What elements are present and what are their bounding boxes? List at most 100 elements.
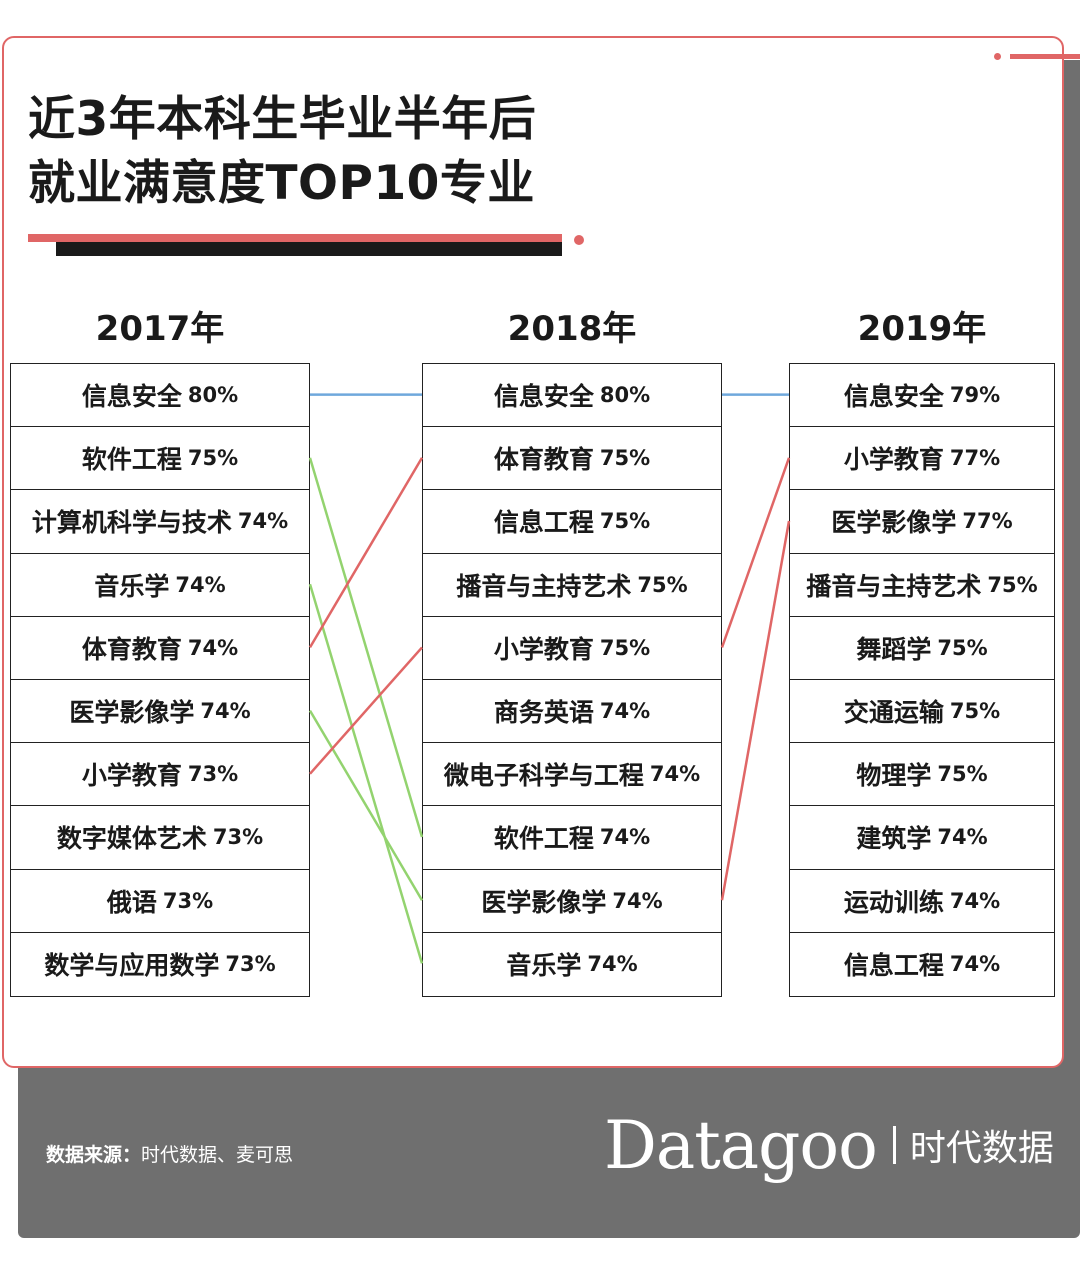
major-name: 软件工程	[81, 445, 182, 475]
major-name: 播音与主持艺术	[806, 571, 982, 601]
ranking-row: 建筑学 74%	[790, 806, 1054, 870]
major-name: 数字媒体艺术	[56, 824, 207, 854]
brand-separator	[892, 1126, 896, 1164]
satisfaction-pct: 80%	[599, 383, 651, 408]
page-title: 近3年本科生毕业半年后 就业满意度TOP10专业	[28, 88, 536, 216]
satisfaction-pct: 77%	[949, 446, 1001, 471]
satisfaction-pct: 75%	[949, 699, 1001, 724]
major-name: 物理学	[856, 761, 932, 791]
title-underline-dot	[574, 235, 584, 245]
satisfaction-pct: 73%	[162, 888, 214, 913]
ranking-column-2019: 信息安全 79% 小学教育 77% 医学影像学 77% 播音与主持艺术 75% 舞蹈学 7…	[789, 363, 1055, 997]
year-header-2019: 2019年	[857, 309, 987, 349]
satisfaction-pct: 73%	[187, 762, 239, 787]
major-name: 医学影像学	[69, 698, 195, 728]
major-name: 舞蹈学	[856, 634, 932, 664]
major-name: 数学与应用数学	[44, 951, 220, 981]
ranking-row: 播音与主持艺术 75%	[423, 554, 721, 617]
ranking-row: 软件工程 74%	[423, 806, 721, 870]
major-name: 微电子科学与工程	[443, 761, 644, 791]
satisfaction-pct: 74%	[187, 635, 239, 660]
ranking-row: 小学教育 73%	[11, 743, 309, 807]
major-name: 信息安全	[843, 382, 944, 412]
ranking-row: 体育教育 74%	[11, 617, 309, 680]
title-underline-red	[28, 234, 562, 242]
title-line-2: 就业满意度TOP10专业	[28, 156, 535, 211]
satisfaction-pct: 75%	[599, 635, 651, 660]
satisfaction-pct: 74%	[237, 509, 289, 534]
major-name: 音乐学	[506, 951, 582, 981]
satisfaction-pct: 74%	[949, 888, 1001, 913]
ranking-row: 医学影像学 74%	[423, 870, 721, 933]
satisfaction-pct: 74%	[175, 572, 226, 597]
ranking-row: 小学教育 77%	[790, 427, 1054, 491]
satisfaction-pct: 74%	[200, 699, 251, 724]
ranking-row: 信息工程 74%	[790, 933, 1054, 996]
ranking-row: 舞蹈学 75%	[790, 617, 1054, 680]
satisfaction-pct: 74%	[599, 699, 651, 724]
title-line-1: 近3年本科生毕业半年后	[28, 92, 537, 147]
satisfaction-pct: 79%	[949, 383, 1001, 408]
ranking-row: 小学教育 75%	[423, 617, 721, 680]
year-header-2018: 2018年	[507, 309, 637, 349]
ranking-row: 物理学 75%	[790, 743, 1054, 807]
ranking-column-2017: 信息安全 80% 软件工程 75% 计算机科学与技术 74% 音乐学 74% 体育教育 7…	[10, 363, 310, 997]
data-source: 数据来源：时代数据、麦可思	[46, 1140, 293, 1167]
corner-dot-decoration	[994, 53, 1001, 60]
satisfaction-pct: 80%	[187, 383, 239, 408]
ranking-column-2018: 信息安全 80% 体育教育 75% 信息工程 75% 播音与主持艺术 75% 小学教育 7…	[422, 363, 722, 997]
major-name: 信息工程	[843, 951, 944, 981]
major-name: 小学教育	[81, 761, 182, 791]
source-text: 时代数据、麦可思	[141, 1144, 294, 1166]
major-name: 音乐学	[94, 571, 170, 601]
ranking-row: 数字媒体艺术 73%	[11, 806, 309, 870]
major-name: 计算机科学与技术	[31, 508, 232, 538]
ranking-row: 信息安全 80%	[11, 364, 309, 428]
major-name: 运动训练	[843, 887, 944, 917]
ranking-row: 音乐学 74%	[423, 933, 721, 996]
brand-name: Datagoo	[604, 1106, 878, 1184]
ranking-row: 信息安全 80%	[423, 364, 721, 428]
satisfaction-pct: 77%	[962, 509, 1013, 534]
satisfaction-pct: 75%	[937, 762, 988, 787]
ranking-row: 计算机科学与技术 74%	[11, 490, 309, 554]
ranking-row: 音乐学 74%	[11, 554, 309, 617]
brand-cn-name: 时代数据	[909, 1128, 1054, 1169]
satisfaction-pct: 75%	[987, 572, 1038, 597]
major-name: 播音与主持艺术	[456, 571, 632, 601]
satisfaction-pct: 74%	[612, 888, 663, 913]
major-name: 商务英语	[493, 698, 594, 728]
year-header-2017: 2017年	[95, 309, 225, 349]
ranking-row: 商务英语 74%	[423, 680, 721, 744]
satisfaction-pct: 75%	[599, 509, 651, 534]
ranking-row: 交通运输 75%	[790, 680, 1054, 744]
major-name: 俄语	[106, 887, 157, 917]
major-name: 建筑学	[856, 824, 932, 854]
major-name: 信息安全	[493, 382, 594, 412]
major-name: 小学教育	[493, 634, 594, 664]
title-underline-black	[56, 242, 562, 256]
major-name: 信息工程	[493, 508, 594, 538]
major-name: 软件工程	[493, 824, 594, 854]
major-name: 医学影像学	[831, 508, 957, 538]
major-name: 小学教育	[843, 445, 944, 475]
satisfaction-pct: 75%	[937, 635, 988, 660]
ranking-row: 播音与主持艺术 75%	[790, 554, 1054, 617]
satisfaction-pct: 75%	[599, 446, 651, 471]
satisfaction-pct: 73%	[212, 825, 264, 850]
brand-logo: Datagoo 时代数据	[604, 1100, 1054, 1190]
satisfaction-pct: 74%	[587, 952, 638, 977]
major-name: 体育教育	[493, 445, 594, 475]
source-label: 数据来源：	[46, 1144, 142, 1166]
major-name: 体育教育	[81, 634, 182, 664]
satisfaction-pct: 74%	[937, 825, 988, 850]
satisfaction-pct: 73%	[225, 952, 276, 977]
ranking-row: 医学影像学 77%	[790, 490, 1054, 554]
ranking-row: 微电子科学与工程 74%	[423, 743, 721, 807]
ranking-row: 运动训练 74%	[790, 870, 1054, 933]
ranking-row: 体育教育 75%	[423, 427, 721, 491]
ranking-row: 数学与应用数学 73%	[11, 933, 309, 996]
ranking-row: 俄语 73%	[11, 870, 309, 933]
satisfaction-pct: 75%	[187, 446, 239, 471]
ranking-row: 软件工程 75%	[11, 427, 309, 491]
